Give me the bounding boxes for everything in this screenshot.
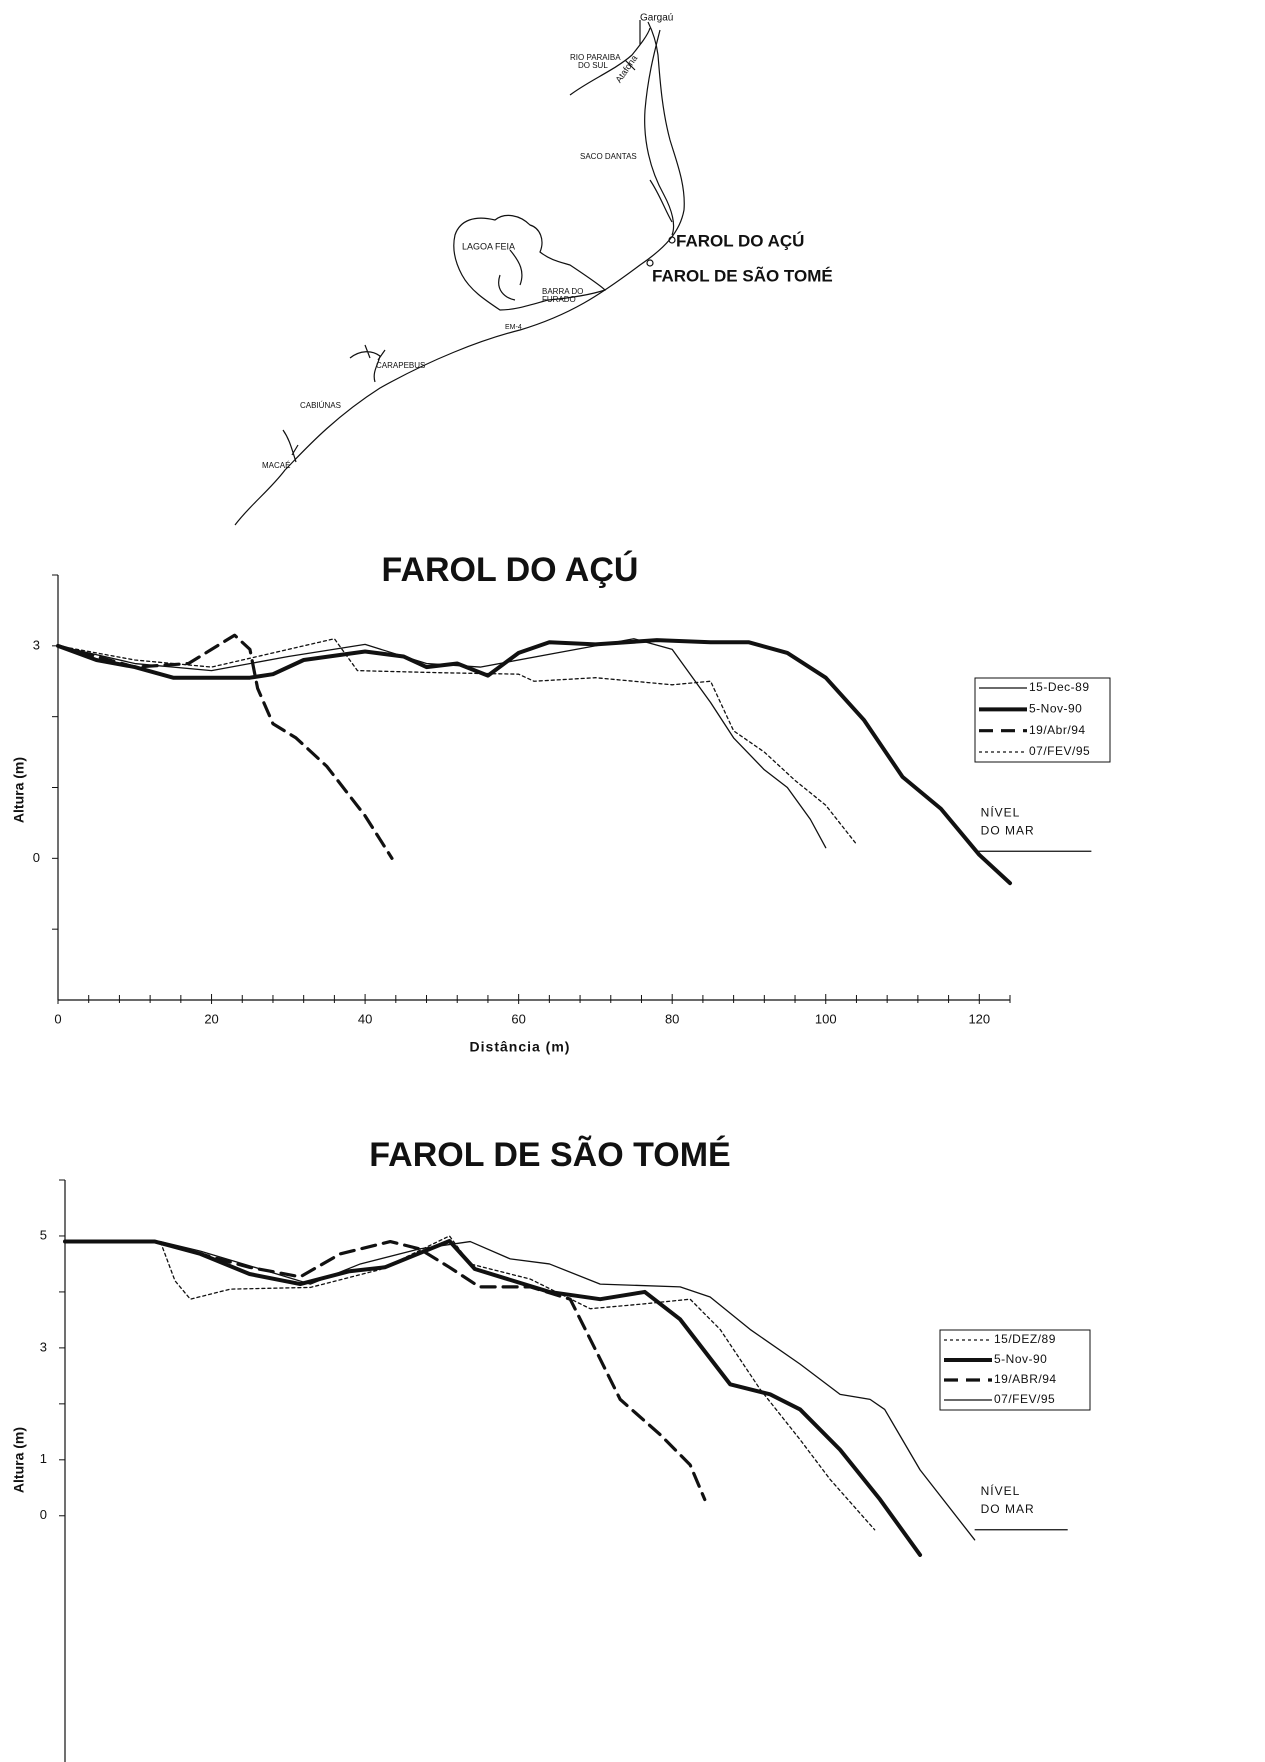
y-tick-label: 5: [40, 1227, 47, 1242]
map-label: CARAPEBUS: [376, 361, 425, 370]
map-label: FURADO: [542, 295, 576, 304]
y-tick-label: 3: [33, 637, 40, 652]
sea-level-label: DO MAR: [981, 1502, 1035, 1516]
map-label: LAGOA FEIA: [462, 241, 515, 251]
series-line: [57, 638, 858, 845]
map-label: RIO PARAIBA: [570, 53, 621, 62]
legend-label: 07/FEV/95: [994, 1392, 1055, 1406]
chart-title: FAROL DO AÇÚ: [382, 551, 639, 589]
legend-label: 15/DEZ/89: [994, 1332, 1056, 1346]
map-label: DO SUL: [578, 61, 608, 70]
lagoon-arm: [498, 249, 523, 301]
x-tick-label: 100: [815, 1011, 837, 1026]
river: [569, 20, 651, 96]
legend-label: 5-Nov-90: [994, 1352, 1047, 1366]
series-line: [63, 1239, 707, 1502]
series-line: [57, 638, 827, 849]
x-tick-label: 40: [358, 1011, 372, 1026]
map-label: Gargaú: [640, 13, 673, 24]
y-axis-label: Altura (m): [11, 1427, 27, 1493]
map-label: FAROL DO AÇÚ: [676, 231, 804, 250]
legend-box: [974, 677, 1111, 763]
creek: [349, 344, 386, 383]
creek: [649, 179, 673, 223]
map-label: CABIÚNAS: [300, 401, 341, 410]
series-line: [64, 1240, 976, 1541]
x-tick-label: 0: [54, 1011, 61, 1026]
y-tick-label: 0: [33, 850, 40, 865]
legend-box: [939, 1329, 1091, 1411]
y-tick-label: 3: [40, 1339, 47, 1354]
y-tick-label: 0: [40, 1507, 47, 1522]
x-axis-label: Distância (m): [470, 1039, 571, 1055]
map: [234, 20, 685, 526]
map-label: BARRA DO: [542, 287, 583, 296]
lighthouse-marker: [646, 259, 654, 267]
map-label: SACO DANTAS: [580, 152, 637, 161]
legend-label: 07/FEV/95: [1029, 744, 1090, 758]
series-line: [63, 1238, 923, 1557]
x-tick-label: 120: [968, 1011, 990, 1026]
creek: [282, 429, 299, 463]
legend-label: 15-Dec-89: [1029, 680, 1090, 694]
legend-label: 5-Nov-90: [1029, 702, 1082, 716]
x-tick-label: 60: [511, 1011, 525, 1026]
y-axis-label: Altura (m): [11, 757, 27, 823]
coastline: [234, 21, 685, 526]
map-label: MACAÉ: [262, 461, 290, 470]
series-line: [64, 1235, 876, 1531]
sea-level-label: DO MAR: [981, 823, 1035, 837]
x-tick-label: 20: [204, 1011, 218, 1026]
sea-level-label: NÍVEL: [981, 1483, 1021, 1498]
x-tick-label: 80: [665, 1011, 679, 1026]
legend-label: 19/ABR/94: [994, 1372, 1057, 1386]
sea-level-label: NÍVEL: [981, 804, 1021, 819]
map-label: FAROL DE SÃO TOMÉ: [652, 265, 833, 285]
series-line: [56, 638, 1012, 886]
lagoon: [453, 214, 607, 311]
y-tick-label: 1: [40, 1451, 47, 1466]
lighthouse-marker: [668, 236, 676, 244]
map-label: EM-4: [505, 324, 522, 331]
chart-title: FAROL DE SÃO TOMÉ: [369, 1136, 730, 1174]
legend-label: 19/Abr/94: [1029, 723, 1086, 737]
barrier: [644, 29, 675, 236]
